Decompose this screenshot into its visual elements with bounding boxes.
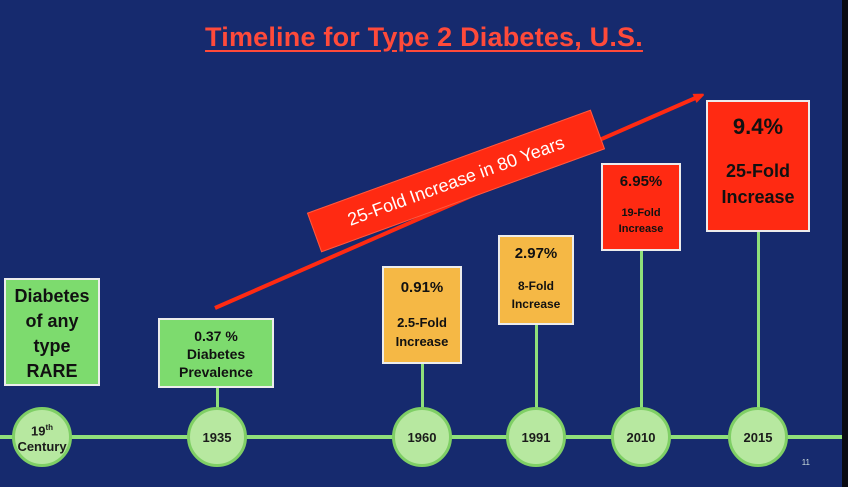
increase-banner: 25-Fold Increase in 80 Years <box>306 109 606 253</box>
node-1991: 1991 <box>506 407 566 467</box>
box-1991: 2.97% 8-Fold Increase <box>498 235 574 325</box>
node-1960: 1960 <box>392 407 452 467</box>
box-2015: 9.4% 25-Fold Increase <box>706 100 810 232</box>
page-number: 11 <box>801 458 810 467</box>
node-2015: 2015 <box>728 407 788 467</box>
stem-1991 <box>535 325 538 435</box>
stem-2010 <box>640 250 643 435</box>
node-19th-century: 19th Century <box>12 407 72 467</box>
box-1960: 0.91% 2.5-Fold Increase <box>382 266 462 364</box>
stem-2015 <box>757 232 760 435</box>
box-19th-century: Diabetes of any type RARE <box>4 278 100 386</box>
node-1935: 1935 <box>187 407 247 467</box>
node-2010: 2010 <box>611 407 671 467</box>
slide-title: Timeline for Type 2 Diabetes, U.S. <box>205 22 643 52</box>
box-1935: 0.37 % Diabetes Prevalence <box>158 318 274 388</box>
box-2010: 6.95% 19-Fold Increase <box>601 163 681 251</box>
stem-1960 <box>421 363 424 435</box>
